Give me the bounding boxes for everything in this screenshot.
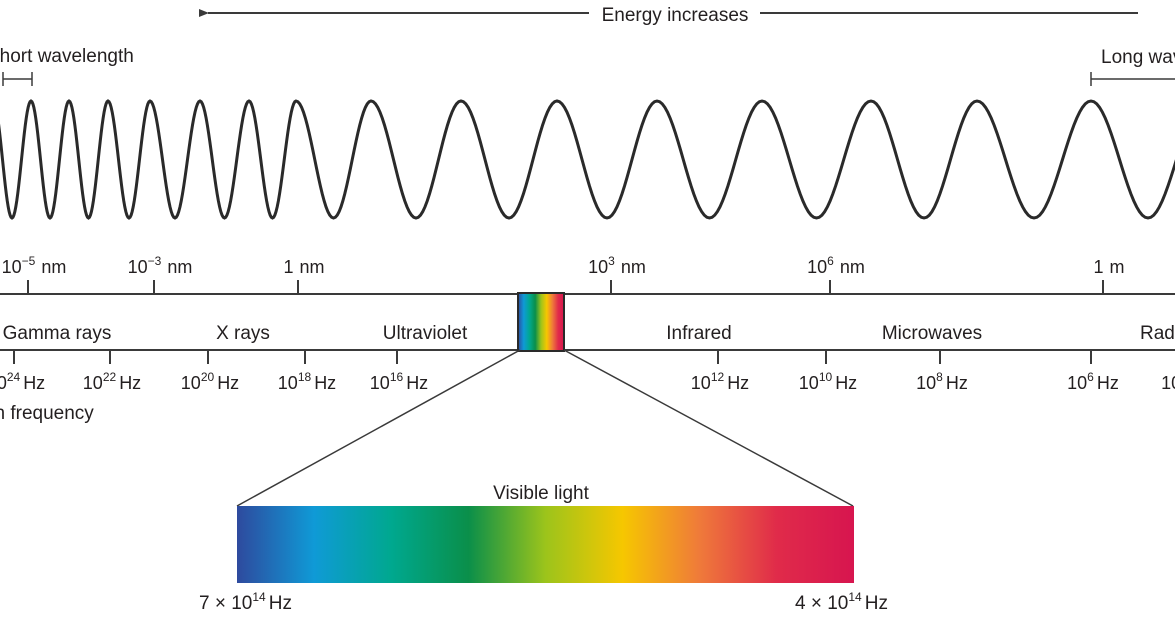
visible-right-prefix: 4 × 10 bbox=[795, 593, 848, 614]
frequency-tick-label-0-unit: Hz bbox=[23, 373, 45, 393]
frequency-tick-label-9: 104Hz bbox=[1161, 370, 1175, 393]
frequency-tick-label-3-exp: 18 bbox=[298, 370, 312, 384]
frequency-tick-label-1-unit: Hz bbox=[119, 373, 141, 393]
frequency-tick-label-3-unit: Hz bbox=[314, 373, 336, 393]
wavelength-tick-label-0-base: 10 bbox=[2, 257, 22, 277]
frequency-tick-label-3-base: 10 bbox=[278, 373, 298, 393]
frequency-tick-label-0: 1024Hz bbox=[0, 370, 45, 393]
frequency-tick-label-7: 108 Hz bbox=[916, 370, 968, 393]
long-wavelength-label: Long wavelength bbox=[1101, 47, 1175, 68]
wavelength-tick-label-3: 103 nm bbox=[588, 254, 646, 277]
region-label-ultraviolet: Ultraviolet bbox=[383, 323, 468, 344]
frequency-tick-label-4-unit: Hz bbox=[406, 373, 428, 393]
wavelength-tick-label-3-exp: 3 bbox=[608, 254, 615, 268]
frequency-tick-label-4-exp: 16 bbox=[390, 370, 404, 384]
frequency-tick-label-5-unit: Hz bbox=[727, 373, 749, 393]
frequency-tick-label-5-base: 10 bbox=[691, 373, 711, 393]
frequency-tick-label-8-base: 10 bbox=[1067, 373, 1087, 393]
short-wavelength-label: Short wavelength bbox=[0, 46, 134, 67]
wave-curve bbox=[0, 99, 1175, 220]
projection-line-right bbox=[563, 349, 854, 507]
visible-right-frequency-label: 4 × 1014 Hz bbox=[795, 590, 888, 614]
region-label-microwaves: Microwaves bbox=[882, 323, 982, 344]
region-label-x-rays: X rays bbox=[216, 323, 270, 344]
wavelength-tick-label-2: 1 nm bbox=[283, 257, 324, 277]
region-label-gamma-rays: Gamma rays bbox=[3, 323, 112, 344]
frequency-tick-label-5: 1012 Hz bbox=[691, 370, 749, 393]
energy-arrow: Energy increases bbox=[199, 5, 1138, 26]
short-wavelength-group: Short wavelength bbox=[0, 46, 134, 86]
visible-left-frequency-label: 7 × 1014 Hz bbox=[199, 590, 292, 614]
visible-light-title: Visible light bbox=[493, 483, 589, 504]
wavelength-ticks: 10−5 nm 10−3 nm 1 nm 103 nm 106 nm 1 m bbox=[2, 254, 1125, 294]
frequency-tick-label-4: 1016 Hz bbox=[370, 370, 428, 393]
frequency-tick-label-0-base: 10 bbox=[0, 373, 7, 393]
wavelength-tick-label-3-base: 10 bbox=[588, 257, 608, 277]
wavelength-tick-label-4-exp: 6 bbox=[827, 254, 834, 268]
wavelength-tick-label-0-exp: −5 bbox=[22, 254, 36, 268]
frequency-tick-label-2: 1020 Hz bbox=[181, 370, 239, 393]
projection-line-left bbox=[236, 349, 521, 507]
long-wavelength-group: Long wavelength bbox=[1090, 47, 1175, 86]
frequency-tick-label-8-exp: 6 bbox=[1087, 370, 1094, 384]
visible-right-exp: 14 bbox=[848, 590, 862, 604]
frequency-tick-label-6-unit: Hz bbox=[835, 373, 857, 393]
frequency-tick-label-7-base: 10 bbox=[916, 373, 936, 393]
wavelength-tick-label-4: 106 nm bbox=[807, 254, 865, 277]
frequency-tick-label-8: 106 Hz bbox=[1067, 370, 1119, 393]
visible-band-small bbox=[517, 292, 565, 352]
frequency-tick-label-4-base: 10 bbox=[370, 373, 390, 393]
visible-left-prefix: 7 × 10 bbox=[199, 593, 252, 614]
visible-right-unit: Hz bbox=[865, 593, 888, 614]
frequency-tick-label-1: 1022 Hz bbox=[83, 370, 141, 393]
visible-left-unit: Hz bbox=[269, 593, 292, 614]
wavelength-tick-label-2-base: 1 bbox=[283, 257, 293, 277]
frequency-tick-label-2-exp: 20 bbox=[201, 370, 215, 384]
energy-label: Energy increases bbox=[602, 5, 749, 26]
wavelength-tick-label-1: 10−3 nm bbox=[128, 254, 193, 277]
frequency-tick-label-3: 1018 Hz bbox=[278, 370, 336, 393]
wavelength-tick-label-1-base: 10 bbox=[128, 257, 148, 277]
wavelength-tick-label-3-unit: nm bbox=[621, 257, 646, 277]
wavelength-tick-label-0-unit: nm bbox=[41, 257, 66, 277]
wavelength-tick-label-1-unit: nm bbox=[167, 257, 192, 277]
frequency-tick-label-7-exp: 8 bbox=[936, 370, 943, 384]
frequency-tick-label-1-base: 10 bbox=[83, 373, 103, 393]
frequency-tick-label-6: 1010 Hz bbox=[799, 370, 857, 393]
wavelength-tick-label-1-exp: −3 bbox=[148, 254, 162, 268]
region-label-infrared: Infrared bbox=[666, 323, 731, 344]
wavelength-tick-label-4-unit: nm bbox=[840, 257, 865, 277]
frequency-tick-label-1-exp: 22 bbox=[103, 370, 117, 384]
visible-spectrum-bar bbox=[237, 506, 854, 583]
wavelength-tick-label-5-unit: m bbox=[1110, 257, 1125, 277]
wavelength-tick-label-4-base: 10 bbox=[807, 257, 827, 277]
frequency-tick-label-9-base: 10 bbox=[1161, 373, 1175, 393]
region-label-radio-waves: Radio waves bbox=[1140, 323, 1175, 344]
frequency-tick-label-5-exp: 12 bbox=[711, 370, 725, 384]
frequency-ticks: 1024Hz1022Hz1020Hz1018Hz1016Hz1012Hz1010… bbox=[0, 350, 1175, 393]
high-frequency-label: High frequency bbox=[0, 403, 94, 424]
wavelength-tick-label-5-base: 1 bbox=[1093, 257, 1103, 277]
region-labels: Gamma rays X rays Ultraviolet Infrared Micro… bbox=[3, 323, 1175, 344]
frequency-tick-label-0-exp: 24 bbox=[7, 370, 21, 384]
frequency-tick-label-6-base: 10 bbox=[799, 373, 819, 393]
wavelength-tick-label-2-unit: nm bbox=[300, 257, 325, 277]
frequency-tick-label-2-base: 10 bbox=[181, 373, 201, 393]
wavelength-tick-label-0: 10−5 nm bbox=[2, 254, 67, 277]
frequency-tick-label-8-unit: Hz bbox=[1097, 373, 1119, 393]
frequency-tick-label-6-exp: 10 bbox=[819, 370, 833, 384]
visible-left-exp: 14 bbox=[252, 590, 266, 604]
frequency-tick-label-7-unit: Hz bbox=[946, 373, 968, 393]
frequency-tick-label-2-unit: Hz bbox=[217, 373, 239, 393]
